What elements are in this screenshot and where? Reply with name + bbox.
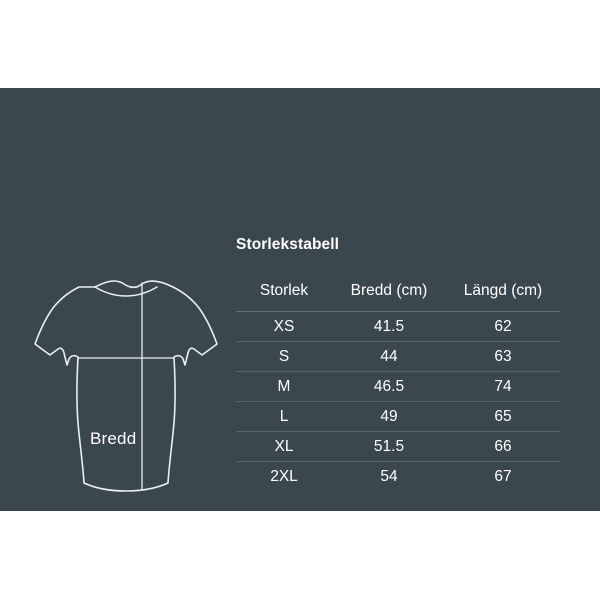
cell-length: 62 bbox=[494, 317, 512, 335]
cell-width: 54 bbox=[380, 467, 398, 485]
table-body: XS 41.5 62 S 44 63 M 46.5 74 bbox=[236, 312, 560, 492]
column-header-width: Bredd (cm) bbox=[350, 281, 428, 299]
size-table: Storlek Bredd (cm) Längd (cm) XS 41.5 62… bbox=[236, 276, 560, 491]
chart-title: Storlekstabell bbox=[236, 236, 340, 253]
tshirt-body-path bbox=[34, 280, 218, 492]
cell-width: 51.5 bbox=[373, 437, 405, 455]
table-header-row: Storlek Bredd (cm) Längd (cm) bbox=[236, 276, 560, 312]
cell-width: 41.5 bbox=[373, 317, 405, 335]
cell-size: L bbox=[279, 407, 289, 425]
cell-length: 74 bbox=[494, 377, 512, 395]
column-header-size: Storlek bbox=[259, 281, 309, 299]
cell-size: 2XL bbox=[270, 467, 298, 485]
cell-width: 49 bbox=[380, 407, 398, 425]
table-row: 2XL 54 67 bbox=[236, 462, 560, 492]
dark-panel: Bredd Längd Storlekstabell Storlek Bredd… bbox=[0, 88, 600, 574]
size-chart-block: Storlekstabell Storlek Bredd (cm) Längd … bbox=[236, 228, 566, 491]
cell-length: 65 bbox=[494, 407, 512, 425]
cell-size: XS bbox=[273, 317, 295, 335]
cell-size: XL bbox=[274, 437, 294, 455]
cell-length: 67 bbox=[494, 467, 512, 485]
cell-length: 66 bbox=[494, 437, 512, 455]
cell-size: M bbox=[277, 377, 291, 395]
tshirt-collar-path bbox=[94, 286, 158, 297]
cell-width: 44 bbox=[380, 347, 398, 365]
cell-length: 63 bbox=[494, 347, 512, 365]
cell-size: S bbox=[278, 347, 290, 365]
table-row: L 49 65 bbox=[236, 402, 560, 432]
table-header: Storlek Bredd (cm) Längd (cm) bbox=[236, 276, 560, 312]
table-row: S 44 63 bbox=[236, 342, 560, 372]
tshirt-outline-svg bbox=[34, 280, 218, 492]
tshirt-diagram: Bredd Längd bbox=[20, 183, 235, 574]
table-row: M 46.5 74 bbox=[236, 372, 560, 402]
cell-width: 46.5 bbox=[373, 377, 405, 395]
table-row: XL 51.5 66 bbox=[236, 432, 560, 462]
column-header-length: Längd (cm) bbox=[463, 281, 543, 299]
table-row: XS 41.5 62 bbox=[236, 312, 560, 342]
diagram-label-bredd: Bredd bbox=[90, 429, 137, 448]
diagram-label-langd: Längd bbox=[91, 555, 140, 574]
